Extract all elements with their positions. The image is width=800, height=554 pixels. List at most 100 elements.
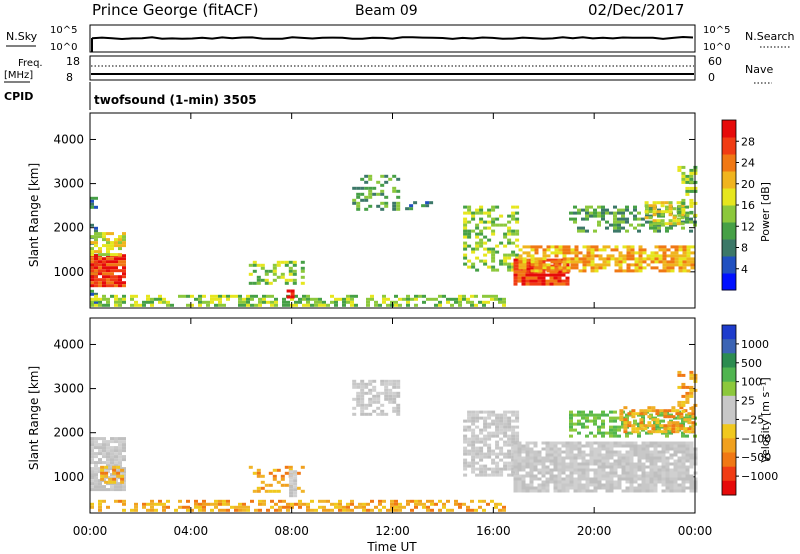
- power-cell: [262, 297, 266, 301]
- power-cell: [318, 300, 322, 304]
- velocity-cell: [633, 480, 638, 484]
- velocity-cell: [613, 416, 617, 420]
- power-cell: [662, 248, 667, 252]
- velocity-cell: [525, 465, 530, 469]
- power-cell: [557, 282, 562, 286]
- power-cell: [542, 254, 547, 258]
- velocity-cell: [671, 406, 676, 410]
- power-cell: [507, 256, 512, 260]
- velocity-cell: [581, 425, 585, 429]
- power-cell: [446, 297, 450, 301]
- velocity-cell: [561, 483, 566, 487]
- velocity-cell: [667, 421, 672, 425]
- velocity-cell: [605, 444, 610, 448]
- velocity-cell: [641, 444, 646, 448]
- power-cell: [118, 253, 122, 257]
- power-cell: [537, 273, 542, 277]
- velocity-data-cells: [90, 370, 698, 512]
- velocity-cell: [470, 499, 474, 503]
- power-cell: [334, 297, 338, 301]
- power-cell: [384, 180, 389, 184]
- velocity-cell: [655, 421, 660, 425]
- power-cell: [648, 216, 653, 220]
- velocity-cell: [553, 480, 558, 484]
- power-cell: [553, 282, 558, 286]
- power-cell: [498, 297, 502, 301]
- power-cell: [690, 263, 695, 267]
- velocity-cell: [499, 449, 504, 453]
- velocity-cell: [114, 440, 118, 444]
- power-cell: [582, 245, 587, 249]
- velocity-cell: [681, 422, 685, 426]
- power-cell: [434, 297, 438, 301]
- power-ytick-label: 3000: [53, 177, 84, 191]
- velocity-cell: [396, 385, 401, 389]
- velocity-cell: [653, 489, 658, 493]
- velocity-cell: [521, 486, 526, 490]
- velocity-cell: [194, 505, 198, 509]
- velocity-cell: [114, 455, 118, 459]
- velocity-cell: [162, 505, 166, 509]
- velocity-cell: [613, 441, 618, 445]
- velocity-cell: [619, 415, 624, 419]
- velocity-cell: [661, 444, 666, 448]
- power-cell: [442, 294, 446, 298]
- nave-top-tick: 60: [708, 55, 722, 68]
- velocity-cell: [358, 502, 362, 506]
- power-cell: [597, 223, 601, 227]
- velocity-cell: [649, 471, 654, 475]
- velocity-cell: [613, 483, 618, 487]
- velocity-cell: [663, 415, 668, 419]
- velocity-cell: [98, 485, 102, 489]
- velocity-cell: [90, 482, 94, 486]
- power-cell: [158, 297, 162, 301]
- power-cell: [533, 273, 538, 277]
- velocity-cell: [605, 431, 609, 435]
- velocity-cell: [581, 444, 586, 448]
- velocity-cell: [166, 499, 170, 503]
- velocity-cell: [356, 382, 361, 386]
- velocity-cell: [503, 464, 508, 468]
- power-cell: [517, 270, 522, 274]
- velocity-cell: [671, 421, 676, 425]
- power-cell: [660, 222, 665, 226]
- power-cell: [272, 269, 277, 273]
- power-cell: [90, 272, 94, 276]
- velocity-cell: [605, 447, 610, 451]
- power-cell: [246, 297, 250, 301]
- power-cell: [392, 201, 397, 205]
- velocity-cell: [122, 499, 126, 503]
- velocity-cell: [569, 428, 573, 432]
- velocity-cell: [665, 477, 670, 481]
- power-cell: [566, 245, 571, 249]
- velocity-cell: [122, 473, 126, 477]
- power-cell: [581, 229, 585, 233]
- power-cell: [118, 297, 122, 301]
- velocity-cell: [471, 434, 476, 438]
- velocity-cell: [609, 453, 614, 457]
- velocity-cell: [487, 473, 492, 477]
- power-cell: [586, 245, 591, 249]
- velocity-cell: [368, 412, 373, 416]
- velocity-cell: [525, 450, 530, 454]
- velocity-cell: [529, 486, 534, 490]
- velocity-cell: [649, 456, 654, 460]
- velocity-cell: [585, 434, 589, 438]
- power-cell: [613, 226, 617, 230]
- power-cell: [106, 278, 110, 282]
- velocity-cell: [647, 406, 652, 410]
- power-cell: [533, 282, 538, 286]
- power-cell: [406, 294, 410, 298]
- velocity-cell: [102, 461, 106, 465]
- power-cell: [454, 300, 458, 304]
- velocity-cell: [589, 489, 594, 493]
- velocity-cell: [565, 441, 570, 445]
- power-cell: [511, 265, 516, 269]
- velocity-cell: [629, 450, 634, 454]
- power-cell: [549, 282, 554, 286]
- velocity-cell: [467, 413, 472, 417]
- power-cell: [218, 300, 222, 304]
- power-cell: [406, 300, 410, 304]
- power-cell: [398, 297, 402, 301]
- power-cell: [654, 266, 659, 270]
